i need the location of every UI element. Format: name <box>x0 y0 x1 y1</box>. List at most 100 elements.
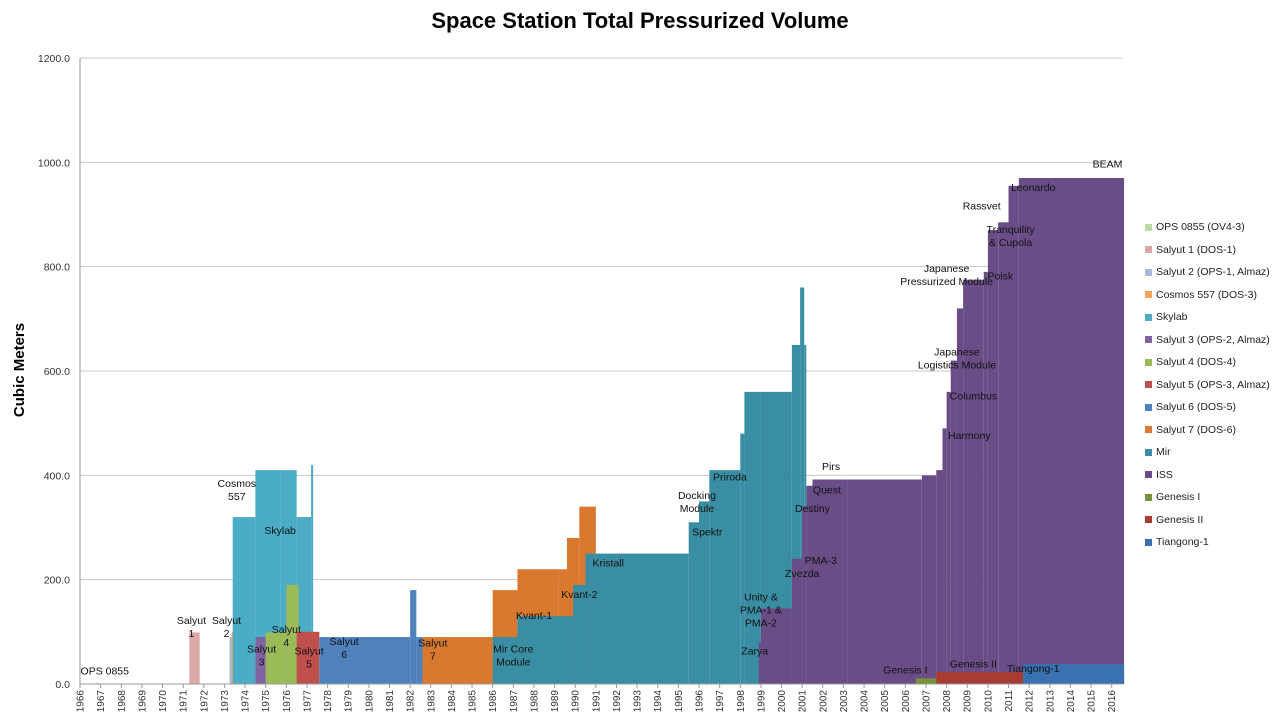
series-12 <box>758 177 1125 684</box>
chart-title: Space Station Total Pressurized Volume <box>431 8 849 33</box>
annotation-label: Leonardo <box>1011 182 1056 194</box>
legend-swatch <box>1145 313 1152 321</box>
area-step <box>998 222 1009 684</box>
legend-swatch <box>1145 223 1152 231</box>
legend-swatch <box>1145 448 1152 456</box>
legend-swatch <box>1145 358 1152 366</box>
x-tick-label: 1967 <box>96 690 107 713</box>
series-9 <box>319 590 423 684</box>
area-step <box>1018 177 1125 684</box>
annotation-label: Salyut 3 <box>247 644 276 669</box>
legend-swatch <box>1145 336 1152 344</box>
legend-label: Salyut 3 (OPS-2, Almaz) <box>1156 333 1270 346</box>
legend-item: Genesis II <box>1145 509 1280 532</box>
annotation-label: Kristall <box>592 558 624 570</box>
area-series <box>96 177 1125 684</box>
annotation-label: PMA-3 <box>805 555 837 567</box>
legend-label: Cosmos 557 (DOS-3) <box>1156 288 1257 301</box>
legend-item: Genesis I <box>1145 486 1280 509</box>
annotation-label: Kvant-1 <box>516 610 552 622</box>
area-step <box>189 632 200 684</box>
legend-label: Mir <box>1156 446 1171 459</box>
x-tick-label: 2012 <box>1025 690 1036 713</box>
x-tick-label: 1991 <box>591 690 602 713</box>
legend: OPS 0855 (OV4-3) Salyut 1 (DOS-1) Salyut 2… <box>1145 216 1280 554</box>
legend-label: Tiangong-1 <box>1156 536 1209 549</box>
x-tick-label: 1982 <box>406 690 417 713</box>
annotation-label: OPS 0855 <box>81 666 130 678</box>
area-step <box>410 590 417 684</box>
legend-item: Salyut 3 (OPS-2, Almaz) <box>1145 329 1280 352</box>
area-step <box>416 637 423 684</box>
annotation-label: Salyut 2 <box>212 615 241 640</box>
legend-swatch <box>1145 381 1152 389</box>
x-tick-label: 2007 <box>921 690 932 713</box>
x-tick-label: 2001 <box>798 690 809 713</box>
area-step <box>709 470 741 684</box>
legend-label: Salyut 6 (DOS-5) <box>1156 401 1236 414</box>
legend-label: Salyut 7 (DOS-6) <box>1156 423 1236 436</box>
x-tick-label: 2005 <box>880 690 891 713</box>
legend-label: Salyut 5 (OPS-3, Almaz) <box>1156 378 1270 391</box>
legend-item: Salyut 6 (DOS-5) <box>1145 396 1280 419</box>
annotation-label: Poisk <box>987 271 1013 283</box>
annotation-label: Docking Module <box>678 490 716 515</box>
area-step <box>806 485 813 684</box>
x-tick-label: 1992 <box>612 690 623 713</box>
legend-item: Tiangong-1 <box>1145 531 1280 554</box>
x-tick-label: 1995 <box>674 690 685 713</box>
legend-swatch <box>1145 403 1152 411</box>
annotation-label: Tiangong-1 <box>1007 663 1060 675</box>
x-tick-label: 1984 <box>447 690 458 713</box>
y-tick-label: 800.0 <box>44 262 70 274</box>
x-tick-label: 1989 <box>550 690 561 713</box>
y-tick-label: 400.0 <box>44 470 70 482</box>
area-step <box>963 279 984 684</box>
x-tick-label: 1993 <box>633 690 644 713</box>
annotation-label: Salyut 6 <box>330 636 359 661</box>
legend-item: ISS <box>1145 464 1280 487</box>
annotation-label: Japanese Logistics Module <box>918 346 996 371</box>
series-8 <box>296 631 320 684</box>
x-tick-label: 1970 <box>158 690 169 713</box>
area-step <box>802 506 807 684</box>
x-tick-label: 2000 <box>777 690 788 713</box>
x-tick-label: 2009 <box>963 690 974 713</box>
area-step <box>311 464 314 684</box>
x-tick-label: 2006 <box>901 690 912 713</box>
annotation-label: Rassvet <box>963 200 1001 212</box>
legend-swatch <box>1145 291 1152 299</box>
annotation-label: Japanese Pressurized Module <box>900 263 993 288</box>
area-step <box>760 608 792 684</box>
x-tick-label: 2010 <box>983 690 994 713</box>
x-tick-label: 1975 <box>261 690 272 713</box>
x-tick-label: 2003 <box>839 690 850 713</box>
area-step <box>699 501 710 684</box>
legend-swatch <box>1145 538 1152 546</box>
legend-swatch <box>1145 268 1152 276</box>
x-tick-label: 1977 <box>302 690 313 713</box>
annotation-label: Genesis I <box>883 665 927 677</box>
annotation-label: Mir Core Module <box>493 644 533 669</box>
x-tick-label: 1986 <box>488 690 499 713</box>
legend-label: Salyut 1 (DOS-1) <box>1156 243 1236 256</box>
area-step <box>585 553 689 684</box>
legend-item: Cosmos 557 (DOS-3) <box>1145 284 1280 307</box>
axes: 0.0 200.0 400.0 600.0 800.0 1000.0 1200.0 1966 1… <box>38 53 1122 712</box>
annotation-label: Genesis II <box>950 658 997 670</box>
area-step <box>946 391 951 684</box>
legend-label: Salyut 4 (DOS-4) <box>1156 356 1236 369</box>
x-tick-label: 1987 <box>509 690 520 713</box>
area-step <box>96 682 100 684</box>
area-step <box>956 308 964 684</box>
area-step <box>950 360 957 684</box>
x-tick-label: 1985 <box>468 690 479 713</box>
area-step <box>517 616 574 684</box>
legend-item: OPS 0855 (OV4-3) <box>1145 216 1280 239</box>
legend-label: OPS 0855 (OV4-3) <box>1156 221 1245 234</box>
x-tick-label: 1978 <box>323 690 334 713</box>
y-tick-label: 600.0 <box>44 366 70 378</box>
series-15 <box>1022 664 1125 684</box>
